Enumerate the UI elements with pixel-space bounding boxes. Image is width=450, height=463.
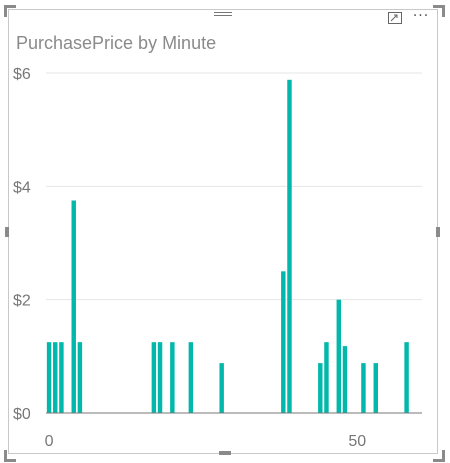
bar-minute-4 <box>71 200 76 413</box>
more-options-icon[interactable]: ··· <box>412 8 430 24</box>
x-tick-label: 50 <box>348 433 366 450</box>
y-tick-label: $6 <box>13 66 31 83</box>
chart-title: PurchasePrice by Minute <box>16 33 217 53</box>
bar-minute-39 <box>287 79 292 414</box>
resize-handle-top-left[interactable] <box>4 5 16 17</box>
bar-minute-2 <box>59 342 64 413</box>
resize-handle-right[interactable] <box>436 227 440 237</box>
x-tick-label: 0 <box>45 433 54 450</box>
bar-minute-18 <box>157 342 163 413</box>
resize-handle-left[interactable] <box>5 227 9 237</box>
bar-minute-58 <box>404 342 409 413</box>
bar-minute-51 <box>361 363 366 413</box>
y-tick-label: $2 <box>13 293 31 310</box>
bar-minute-20 <box>170 342 175 413</box>
resize-handle-top-right[interactable] <box>433 5 445 17</box>
bar-minute-38 <box>281 271 286 413</box>
resize-handle-bottom[interactable] <box>219 451 231 455</box>
bar-minute-45 <box>324 342 329 413</box>
bar-minute-44 <box>318 363 323 413</box>
resize-handle-bottom-left[interactable] <box>4 450 16 462</box>
bar-minute-0 <box>46 342 52 413</box>
y-tick-label: $0 <box>13 406 31 423</box>
bar-minute-23 <box>188 342 194 413</box>
bar-minute-48 <box>342 346 348 413</box>
focus-mode-icon[interactable] <box>388 12 402 24</box>
y-tick-label: $4 <box>13 179 31 196</box>
bar-minute-1 <box>53 342 58 413</box>
resize-handle-bottom-right[interactable] <box>433 450 445 462</box>
drag-handle-icon[interactable] <box>214 10 232 20</box>
bar-minute-28 <box>219 363 224 413</box>
bar-minute-5 <box>77 342 83 413</box>
bar-minute-53 <box>373 363 378 413</box>
bar-minute-47 <box>336 299 342 413</box>
bar-minute-17 <box>151 342 157 413</box>
